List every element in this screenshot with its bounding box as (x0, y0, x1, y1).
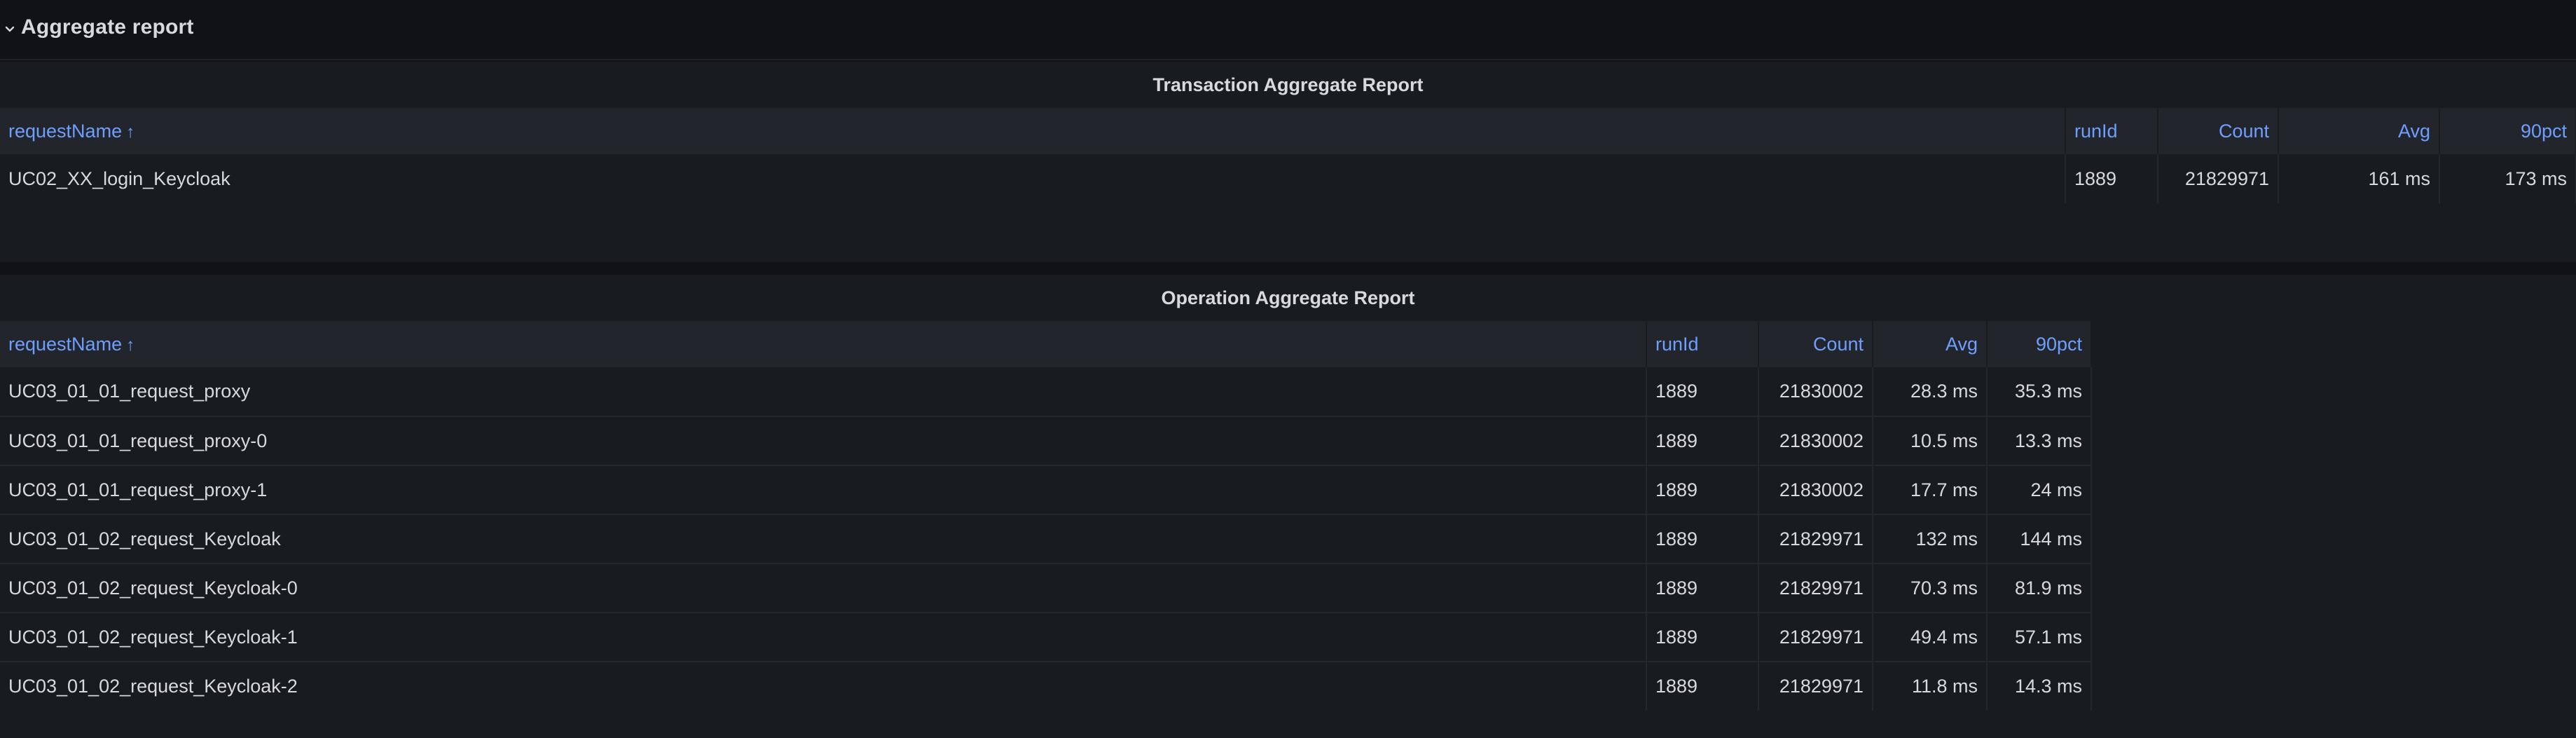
cell-requestname: UC03_01_01_request_proxy (0, 367, 1647, 417)
cell-count: 21830002 (1758, 416, 1873, 466)
column-header-runid[interactable]: runId (1646, 321, 1759, 367)
panel-title[interactable]: Operation Aggregate Report (1161, 287, 1415, 308)
table-row: UC03_01_02_request_Keycloak-1 1889 21829… (0, 613, 2092, 662)
cell-avg: 161 ms (2278, 154, 2440, 203)
cell-runid: 1889 (1646, 613, 1759, 662)
operation-aggregate-panel: Operation Aggregate Report requestName ↑ … (0, 275, 2576, 738)
row-header[interactable]: Aggregate report (0, 0, 2576, 60)
cell-requestname: UC03_01_02_request_Keycloak-1 (0, 613, 1647, 662)
row-title[interactable]: Aggregate report (21, 15, 194, 39)
chevron-down-icon[interactable] (3, 22, 17, 36)
cell-90pct: 35.3 ms (1987, 367, 2092, 417)
cell-count: 21829971 (1758, 662, 1873, 711)
cell-count: 21829971 (2158, 154, 2279, 203)
cell-90pct: 81.9 ms (1987, 563, 2092, 613)
cell-avg: 49.4 ms (1873, 613, 1988, 662)
panel-title[interactable]: Transaction Aggregate Report (1152, 74, 1424, 95)
cell-runid: 1889 (1646, 416, 1759, 466)
table-row: UC03_01_02_request_Keycloak 1889 2182997… (0, 514, 2092, 564)
table-row: UC03_01_01_request_proxy-1 1889 21830002… (0, 465, 2092, 515)
cell-runid: 1889 (1646, 367, 1759, 417)
cell-avg: 11.8 ms (1873, 662, 1988, 711)
cell-90pct: 14.3 ms (1987, 662, 2092, 711)
cell-requestname: UC03_01_01_request_proxy-1 (0, 465, 1647, 515)
cell-runid: 1889 (1646, 465, 1759, 515)
cell-90pct: 24 ms (1987, 465, 2092, 515)
cell-avg: 28.3 ms (1873, 367, 1988, 417)
table-header-row: requestName ↑ runId Count Avg 90pct (0, 321, 2092, 367)
table-row: UC03_01_02_request_Keycloak-2 1889 21829… (0, 662, 2092, 711)
cell-runid: 1889 (1646, 662, 1759, 711)
cell-90pct: 13.3 ms (1987, 416, 2092, 466)
cell-requestname: UC03_01_02_request_Keycloak-0 (0, 563, 1647, 613)
transaction-aggregate-panel: Transaction Aggregate Report requestName… (0, 62, 2576, 262)
cell-count: 21830002 (1758, 367, 1873, 417)
transaction-table: requestName ↑ runId Count Avg 90pct UC02_… (0, 108, 2576, 203)
sort-ascending-icon: ↑ (126, 335, 135, 355)
column-header-requestname[interactable]: requestName ↑ (0, 108, 2066, 154)
column-header-runid[interactable]: runId (2065, 108, 2158, 154)
cell-avg: 70.3 ms (1873, 563, 1988, 613)
column-header-avg[interactable]: Avg (1873, 321, 1988, 367)
column-header-count[interactable]: Count (2158, 108, 2279, 154)
cell-90pct: 144 ms (1987, 514, 2092, 564)
column-header-avg[interactable]: Avg (2278, 108, 2440, 154)
operation-table: requestName ↑ runId Count Avg 90pct UC03_… (0, 321, 2092, 711)
cell-count: 21829971 (1758, 613, 1873, 662)
cell-count: 21830002 (1758, 465, 1873, 515)
cell-runid: 1889 (2065, 154, 2158, 203)
column-header-90pct[interactable]: 90pct (2439, 108, 2576, 154)
table-row: UC02_XX_login_Keycloak 1889 21829971 161… (0, 154, 2576, 203)
cell-count: 21829971 (1758, 563, 1873, 613)
column-header-90pct[interactable]: 90pct (1987, 321, 2092, 367)
cell-avg: 17.7 ms (1873, 465, 1988, 515)
cell-runid: 1889 (1646, 514, 1759, 564)
cell-requestname: UC02_XX_login_Keycloak (0, 154, 2066, 203)
column-header-requestname[interactable]: requestName ↑ (0, 321, 1647, 367)
cell-avg: 10.5 ms (1873, 416, 1988, 466)
table-header-row: requestName ↑ runId Count Avg 90pct (0, 108, 2576, 154)
cell-count: 21829971 (1758, 514, 1873, 564)
table-row: UC03_01_01_request_proxy-0 1889 21830002… (0, 416, 2092, 466)
cell-requestname: UC03_01_02_request_Keycloak (0, 514, 1647, 564)
table-row: UC03_01_02_request_Keycloak-0 1889 21829… (0, 563, 2092, 613)
cell-90pct: 173 ms (2439, 154, 2576, 203)
cell-runid: 1889 (1646, 563, 1759, 613)
sort-ascending-icon: ↑ (126, 122, 135, 142)
column-header-count[interactable]: Count (1758, 321, 1873, 367)
cell-requestname: UC03_01_01_request_proxy-0 (0, 416, 1647, 466)
cell-avg: 132 ms (1873, 514, 1988, 564)
cell-90pct: 57.1 ms (1987, 613, 2092, 662)
cell-requestname: UC03_01_02_request_Keycloak-2 (0, 662, 1647, 711)
table-row: UC03_01_01_request_proxy 1889 21830002 2… (0, 367, 2092, 417)
